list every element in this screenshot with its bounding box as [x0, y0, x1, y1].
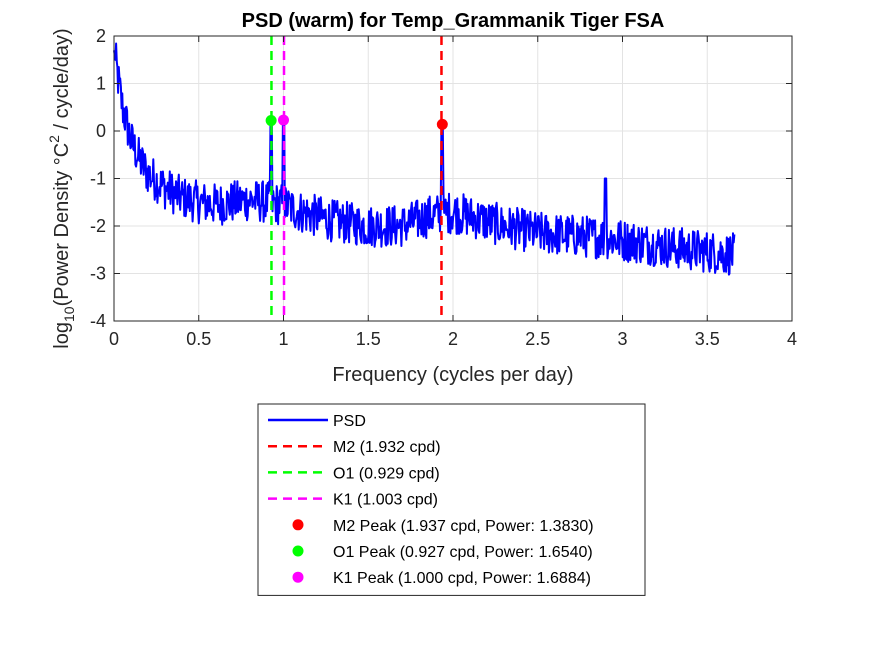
x-tick-label: 1.5 [356, 329, 381, 349]
y-tick-label: 2 [96, 26, 106, 46]
y-axis-label: log10(Power Density °C2 / cycle/day) [46, 28, 77, 348]
x-tick-label: 0 [109, 329, 119, 349]
legend-dot-swatch [292, 571, 304, 583]
x-tick-label: 2.5 [525, 329, 550, 349]
legend-label: K1 (1.003 cpd) [333, 492, 438, 509]
legend-box [257, 403, 646, 596]
x-tick-label: 0.5 [186, 329, 211, 349]
peak-marker [436, 118, 448, 130]
peak-marker [265, 115, 277, 127]
y-tick-label: 1 [96, 74, 106, 94]
y-tick-label: -3 [90, 264, 106, 284]
y-tick-label: -1 [90, 169, 106, 189]
legend: PSD M2 (1.932 cpd) O1 (0.929 cpd) K1 (1.003… [257, 403, 646, 596]
x-tick-label: 1 [278, 329, 288, 349]
chart-title: PSD (warm) for Temp_Grammanik Tiger FSA [242, 10, 665, 32]
legend-label: PSD [333, 413, 366, 430]
x-tick-label: 3 [617, 329, 627, 349]
legend-dot-swatch [292, 519, 304, 531]
legend-dot-swatch [292, 545, 304, 557]
ticks: 0 0.5 1 1.5 2 2.5 3 3.5 4 -4 -3 -2 -1 0 1 2 [90, 26, 797, 349]
x-axis-label: Frequency (cycles per day) [332, 364, 573, 386]
peak-marker [278, 114, 289, 126]
legend-label: O1 (0.929 cpd) [333, 465, 440, 482]
legend-label: K1 Peak (1.000 cpd, Power: 1.6884) [333, 570, 591, 587]
y-tick-label: 0 [96, 121, 106, 141]
legend-label: O1 Peak (0.927 cpd, Power: 1.6540) [333, 544, 593, 561]
x-tick-label: 3.5 [695, 329, 720, 349]
plot-data [113, 36, 736, 321]
legend-label: M2 Peak (1.937 cpd, Power: 1.3830) [333, 518, 594, 535]
y-tick-label: -4 [90, 311, 106, 331]
psd-line [113, 42, 736, 276]
x-tick-label: 2 [448, 329, 458, 349]
legend-label: M2 (1.932 cpd) [333, 439, 441, 456]
x-tick-label: 4 [787, 329, 797, 349]
y-tick-label: -2 [90, 216, 106, 236]
grid [113, 35, 793, 322]
